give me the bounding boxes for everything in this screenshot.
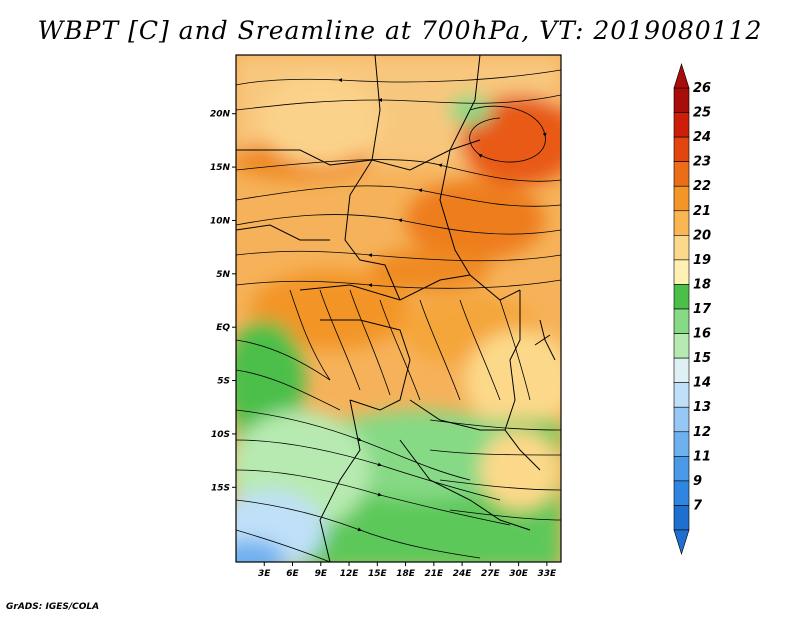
colorbar-swatch <box>673 87 690 113</box>
lat-tick-label: 10S <box>211 430 230 440</box>
temperature-field <box>236 55 561 562</box>
lon-tick-label: 15E <box>368 569 388 579</box>
lon-tick-label: 21E <box>424 569 444 579</box>
lon-tick-label: 30E <box>509 569 529 579</box>
colorbar-swatch <box>673 185 690 212</box>
lon-tick-label: 18E <box>396 569 416 579</box>
colorbar-swatch <box>673 505 690 531</box>
colorbar-swatch <box>673 456 690 482</box>
colorbar-label: 7 <box>693 498 703 513</box>
colorbar-swatch <box>673 284 690 310</box>
colorbar-swatch <box>673 235 690 261</box>
lon-tick-label: 3E <box>258 569 271 579</box>
colorbar-label: 17 <box>693 302 712 317</box>
colorbar-label: 15 <box>693 351 711 366</box>
colorbar-swatch <box>673 480 690 506</box>
colorbar-swatch <box>673 382 690 408</box>
lat-tick-label: 5N <box>216 270 230 280</box>
lon-tick-label: 33E <box>538 569 558 579</box>
lon-tick-label: 9E <box>315 569 328 579</box>
colorbar-label: 11 <box>693 449 711 464</box>
colorbar-swatch <box>673 112 690 138</box>
lon-tick-label: 6E <box>286 569 299 579</box>
colorbar: 26 25 24 23 22 21 20 19 18 17 16 15 14 13 12 11 9 7 <box>673 62 712 556</box>
colorbar-label: 23 <box>693 155 711 170</box>
lat-tick-label: 15N <box>210 163 231 173</box>
lat-tick-label: 20N <box>210 110 231 120</box>
longitude-axis: 3E 6E 9E 12E 15E 18E 21E 24E 27E 30E 33E <box>258 562 557 579</box>
lat-tick-label: 10N <box>210 216 231 226</box>
colorbar-label: 13 <box>693 400 711 415</box>
colorbar-label: 22 <box>693 179 711 194</box>
lon-tick-label: 27E <box>481 569 501 579</box>
colorbar-label: 12 <box>693 425 711 440</box>
colorbar-label: 26 <box>693 81 711 96</box>
colorbar-label: 24 <box>693 130 711 145</box>
colorbar-swatch <box>673 308 690 334</box>
colorbar-bottom-arrow <box>673 529 690 556</box>
colorbar-swatch <box>673 210 690 236</box>
lon-tick-label: 12E <box>340 569 360 579</box>
lon-tick-label: 24E <box>453 569 473 579</box>
map-frame <box>235 54 562 563</box>
colorbar-swatch <box>673 333 690 359</box>
colorbar-swatch <box>673 357 690 383</box>
colorbar-swatch <box>673 259 690 285</box>
lat-tick-label: 15S <box>211 483 230 493</box>
chart-title: WBPT [C] and Sreamline at 700hPa, VT: 20… <box>37 16 763 45</box>
colorbar-label: 21 <box>693 204 711 219</box>
colorbar-top-arrow <box>673 62 690 89</box>
colorbar-label: 19 <box>693 253 711 268</box>
colorbar-label: 20 <box>693 228 711 243</box>
colorbar-label: 18 <box>693 277 711 292</box>
colorbar-label: 16 <box>693 327 711 342</box>
lat-tick-label: EQ <box>216 323 230 333</box>
country-borders <box>236 55 556 562</box>
colorbar-swatch <box>673 136 690 162</box>
latitude-axis: 20N 15N 10N 5N EQ 5S 10S 15S <box>210 110 236 493</box>
colorbar-swatch <box>673 431 690 457</box>
colorbar-swatch <box>673 406 690 433</box>
credit-text: GrADS: IGES/COLA <box>6 602 100 612</box>
streamlines <box>236 69 561 562</box>
lat-tick-label: 5S <box>217 377 230 387</box>
colorbar-label: 25 <box>693 106 711 121</box>
colorbar-label: 9 <box>693 474 702 489</box>
colorbar-label: 14 <box>693 376 711 391</box>
colorbar-swatch <box>673 161 690 187</box>
